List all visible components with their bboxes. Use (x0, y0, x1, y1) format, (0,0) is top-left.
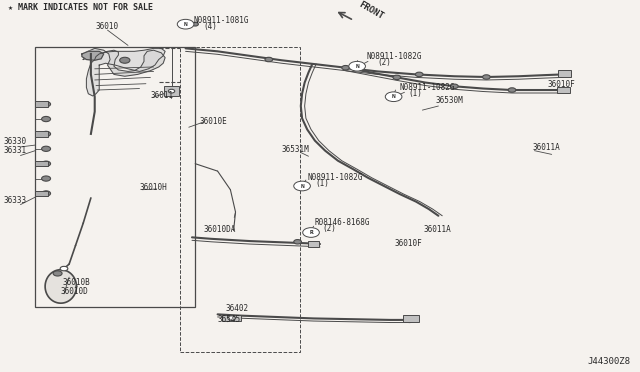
Text: 36402: 36402 (225, 304, 248, 313)
Circle shape (393, 75, 401, 80)
Bar (558, 70, 571, 77)
Circle shape (42, 131, 51, 137)
Polygon shape (45, 270, 77, 303)
Text: 36010DA: 36010DA (204, 225, 236, 234)
Bar (35, 161, 48, 166)
Circle shape (228, 316, 236, 320)
Text: R08146-8168G: R08146-8168G (315, 218, 371, 227)
Bar (557, 87, 570, 93)
Bar (35, 46, 195, 307)
Circle shape (349, 61, 365, 71)
Text: 36010B: 36010B (63, 278, 90, 287)
Circle shape (265, 57, 273, 62)
Circle shape (177, 19, 194, 29)
Text: 36011A: 36011A (424, 225, 451, 234)
Text: 36530M: 36530M (435, 96, 463, 105)
Text: (2): (2) (322, 224, 336, 232)
Bar (403, 315, 419, 322)
Text: 36011A: 36011A (532, 143, 560, 152)
Circle shape (405, 317, 414, 323)
Text: N08911-1081G: N08911-1081G (194, 16, 250, 25)
Text: (1): (1) (316, 179, 330, 188)
Text: 36010: 36010 (96, 22, 119, 31)
Circle shape (42, 146, 51, 151)
Circle shape (42, 176, 51, 181)
Text: (4): (4) (203, 22, 217, 31)
Polygon shape (83, 48, 165, 76)
Text: N: N (355, 64, 359, 69)
Bar (222, 315, 241, 321)
Circle shape (60, 266, 68, 271)
Bar (180, 46, 300, 352)
Text: ★ MARK INDICATES NOT FOR SALE: ★ MARK INDICATES NOT FOR SALE (8, 3, 153, 12)
Circle shape (508, 88, 516, 92)
Text: (2): (2) (378, 58, 392, 67)
Circle shape (415, 72, 423, 77)
Circle shape (294, 240, 301, 244)
Text: N08911-1082G: N08911-1082G (366, 52, 422, 61)
Circle shape (192, 22, 198, 26)
Text: J44300Z8: J44300Z8 (588, 357, 630, 366)
Circle shape (294, 181, 310, 191)
Text: 36330: 36330 (4, 137, 27, 146)
Text: N08911-1082G: N08911-1082G (400, 83, 456, 92)
Polygon shape (86, 48, 165, 96)
Text: N: N (392, 94, 396, 99)
Text: 36010F: 36010F (394, 240, 422, 248)
Text: 36010E: 36010E (200, 117, 227, 126)
Text: 36531M: 36531M (282, 145, 309, 154)
Text: N: N (300, 183, 304, 189)
Text: (1): (1) (408, 89, 422, 98)
Bar (308, 241, 319, 247)
Circle shape (168, 89, 175, 93)
Circle shape (342, 65, 349, 70)
Bar (35, 101, 48, 107)
Text: 36010F: 36010F (547, 80, 575, 89)
Bar (35, 190, 48, 196)
Text: N08911-1082G: N08911-1082G (307, 173, 363, 182)
Circle shape (42, 161, 51, 166)
Text: 36010H: 36010H (140, 183, 167, 192)
Text: 36010D: 36010D (61, 287, 88, 296)
Circle shape (53, 271, 62, 276)
Circle shape (42, 116, 51, 122)
Text: FRONT: FRONT (357, 0, 385, 22)
Polygon shape (82, 51, 104, 60)
Bar (35, 131, 48, 137)
Circle shape (451, 84, 458, 89)
Polygon shape (168, 89, 178, 96)
Circle shape (483, 75, 490, 79)
Text: 36331: 36331 (4, 146, 27, 155)
Circle shape (120, 57, 130, 63)
Circle shape (42, 102, 51, 107)
Bar (164, 86, 179, 96)
Text: 36011: 36011 (150, 92, 173, 100)
Circle shape (303, 228, 319, 237)
Circle shape (42, 191, 51, 196)
Text: N: N (184, 22, 188, 27)
Text: R: R (309, 230, 313, 235)
Text: 36545: 36545 (218, 315, 241, 324)
Text: 36333: 36333 (4, 196, 27, 205)
Circle shape (385, 92, 402, 102)
